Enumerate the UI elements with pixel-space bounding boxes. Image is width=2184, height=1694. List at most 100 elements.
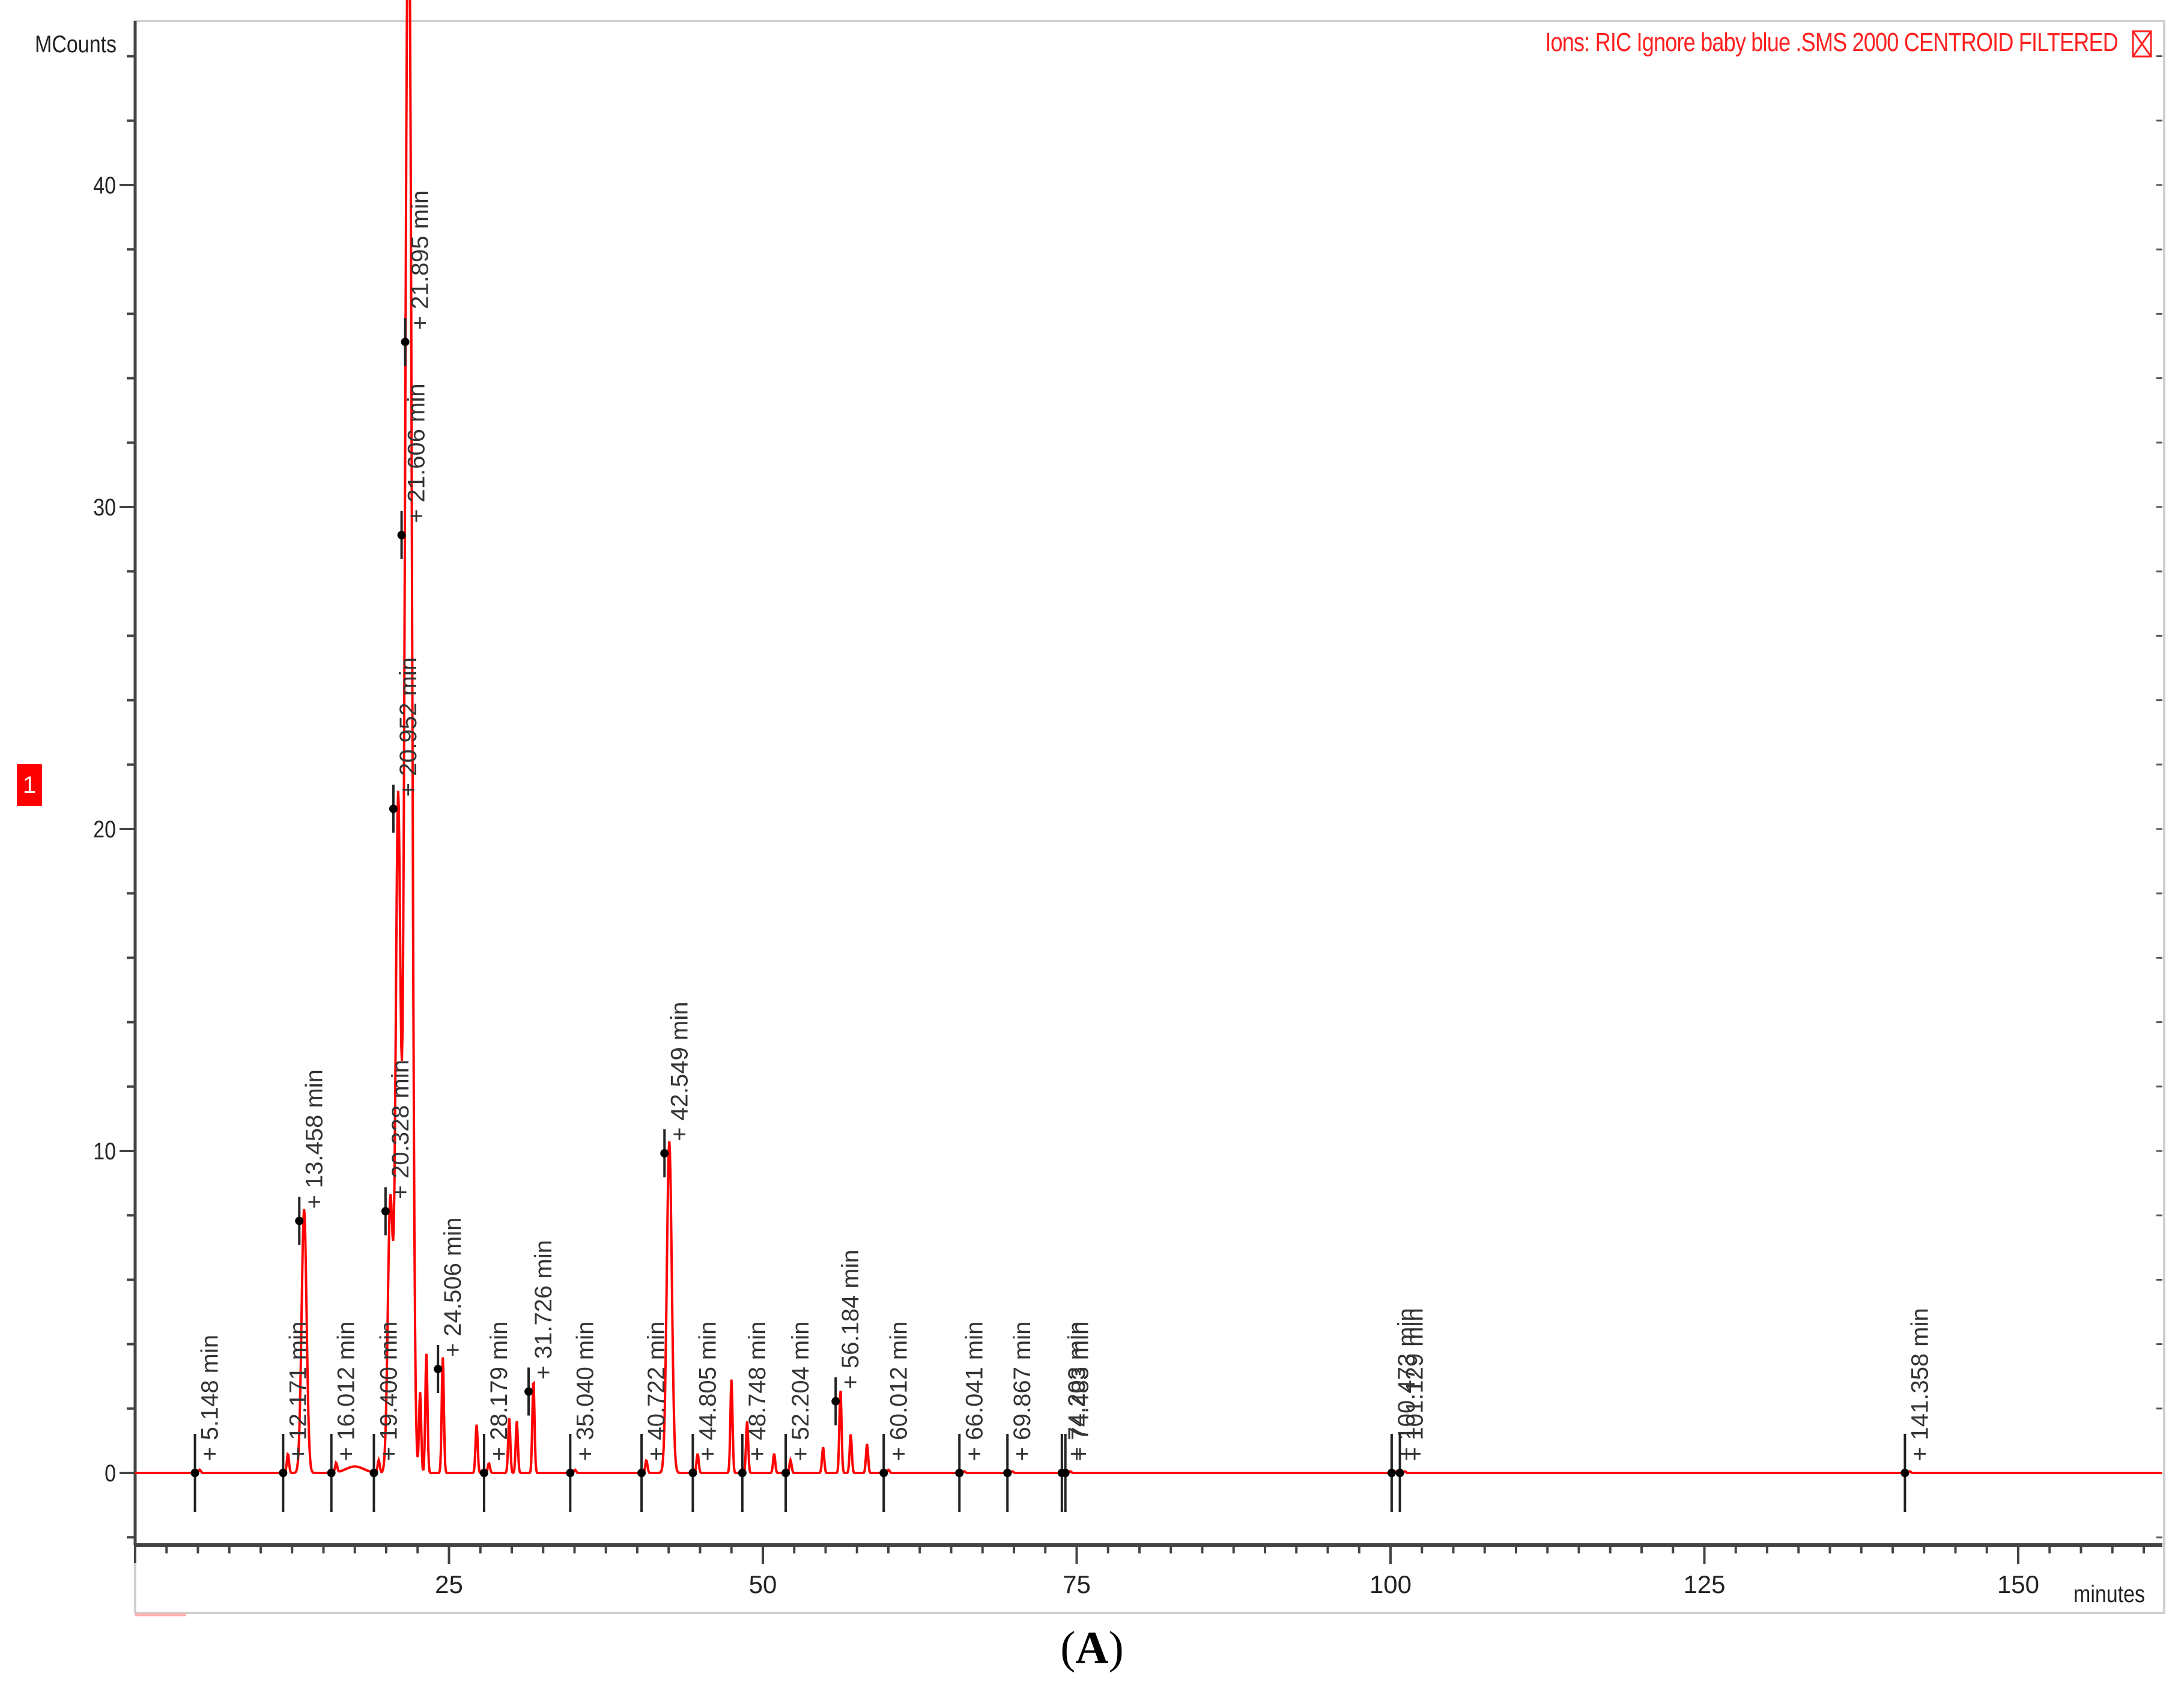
peak-dot [389, 804, 398, 813]
peak-dot [566, 1469, 575, 1477]
peak-label: + 24.506 min [440, 1218, 466, 1357]
y-axis-label: MCounts [35, 31, 117, 58]
peak-label: + 56.184 min [837, 1249, 864, 1389]
peak-marker: + 35.040 min [566, 1322, 598, 1512]
peak-dot [738, 1469, 747, 1477]
x-tick-label: 50 [749, 1570, 777, 1598]
peak-marker: + 60.012 min [879, 1322, 912, 1512]
peak-dot [1003, 1469, 1012, 1477]
ion-legend: Ions: RIC Ignore baby blue .SMS 2000 CEN… [1545, 28, 2118, 57]
peak-label: + 19.400 min [375, 1322, 402, 1461]
close-x-box-icon[interactable] [2132, 30, 2152, 58]
peak-marker: + 19.400 min [369, 1322, 402, 1512]
peak-marker: + 24.506 min [434, 1218, 466, 1394]
y-tick-label: 0 [105, 1459, 116, 1486]
y-tick-label: 30 [93, 493, 116, 520]
peak-label: + 20.328 min [387, 1060, 414, 1199]
peak-dot [1061, 1469, 1070, 1477]
peak-dot [688, 1469, 697, 1477]
peak-label: + 66.041 min [961, 1322, 987, 1461]
peak-dot [524, 1387, 533, 1396]
peak-dot [381, 1207, 390, 1216]
peak-marker: + 31.726 min [524, 1240, 557, 1416]
peak-marker: + 42.549 min [660, 1002, 693, 1177]
x-tick-label: 75 [1063, 1570, 1091, 1598]
y-tick-label: 40 [93, 171, 116, 198]
peak-label: + 21.895 min [407, 190, 434, 330]
peak-dot [190, 1469, 199, 1477]
chromatogram-trace [135, 0, 2162, 1475]
peak-label: + 141.358 min [1906, 1308, 1933, 1461]
peak-marker: + 44.805 min [688, 1322, 721, 1512]
peak-dot [955, 1469, 964, 1477]
peak-dot [401, 338, 410, 347]
peak-label: + 74.483 min [1067, 1322, 1094, 1461]
peak-dot [831, 1397, 840, 1406]
peak-dot [397, 530, 406, 539]
peak-marker: + 40.722 min [637, 1322, 670, 1512]
peak-marker: + 21.606 min [397, 383, 430, 559]
peak-dot [1395, 1469, 1404, 1477]
figure-caption: (A) [1060, 1623, 1124, 1673]
peak-marker: + 74.203 min [1057, 1322, 1090, 1512]
y-tick-label: 20 [93, 815, 116, 842]
peak-label: + 52.204 min [787, 1322, 814, 1461]
axes: 0 10 20 30 40 25 50 75 100 125 150 [93, 21, 2162, 1598]
peak-label: + 60.012 min [885, 1322, 912, 1461]
peak-label: + 13.458 min [301, 1069, 327, 1209]
peak-label: + 16.012 min [333, 1322, 360, 1461]
peak-marker: + 52.204 min [781, 1322, 814, 1512]
peak-marker: + 20.952 min [389, 657, 422, 833]
peak-marker: + 74.483 min [1061, 1322, 1094, 1512]
peak-marker: + 20.328 min [381, 1060, 414, 1236]
peak-label: + 31.726 min [530, 1240, 557, 1379]
peak-label: + 12.171 min [285, 1322, 311, 1461]
peak-label: + 101.129 min [1402, 1308, 1428, 1461]
peak-marker: + 16.012 min [327, 1322, 360, 1512]
peak-label: + 44.805 min [694, 1322, 721, 1461]
peak-marker: + 101.129 min [1395, 1308, 1428, 1512]
x-tick-label: 125 [1683, 1570, 1725, 1598]
peak-marker: + 56.184 min [831, 1249, 864, 1425]
peak-dot [1900, 1469, 1909, 1477]
peak-marker: + 48.748 min [738, 1322, 771, 1512]
peak-marker: + 141.358 min [1900, 1308, 1933, 1512]
peak-label: + 69.867 min [1009, 1322, 1036, 1461]
peak-dot [879, 1469, 888, 1477]
peak-marker: + 28.179 min [479, 1322, 512, 1512]
peak-dot [327, 1469, 336, 1477]
x-axis-label: minutes [2073, 1581, 2146, 1607]
peak-dot [781, 1469, 790, 1477]
x-tick-label: 100 [1370, 1570, 1412, 1598]
peak-label: + 21.606 min [404, 383, 430, 523]
peak-dot [434, 1365, 443, 1374]
peak-label: + 74.203 min [1064, 1322, 1090, 1461]
peak-marker: + 66.041 min [955, 1322, 987, 1512]
peak-label: + 28.179 min [486, 1322, 512, 1461]
peak-dot [279, 1469, 288, 1477]
peak-label: + 40.722 min [643, 1322, 670, 1461]
plot-frame [134, 20, 2165, 1614]
trace-badge[interactable]: 1 [17, 764, 42, 806]
peak-label: + 35.040 min [572, 1322, 598, 1461]
x-tick-label: 150 [1997, 1570, 2039, 1598]
peak-marker: + 21.895 min [401, 190, 434, 366]
peak-label: + 5.148 min [197, 1335, 223, 1461]
peak-dot [295, 1216, 304, 1225]
peak-marker: + 13.458 min [295, 1069, 327, 1245]
peak-label: + 100.473 min [1394, 1308, 1420, 1461]
x-tick-label: 25 [435, 1570, 463, 1598]
peak-label: + 20.952 min [395, 657, 422, 797]
peak-marker: + 12.171 min [279, 1322, 311, 1512]
peak-marker: + 100.473 min [1387, 1308, 1420, 1512]
peak-markers: + 5.148 min + 12.171 min + 13.458 min + 16.… [190, 190, 1933, 1512]
peak-dot [1387, 1469, 1396, 1477]
peak-label: + 48.748 min [744, 1322, 771, 1461]
peak-marker: + 5.148 min [190, 1335, 223, 1512]
peak-dot [660, 1149, 669, 1158]
peak-dot [479, 1469, 488, 1477]
y-tick-label: 10 [93, 1137, 116, 1164]
peak-marker: + 69.867 min [1003, 1322, 1036, 1512]
peak-dot [637, 1469, 646, 1477]
